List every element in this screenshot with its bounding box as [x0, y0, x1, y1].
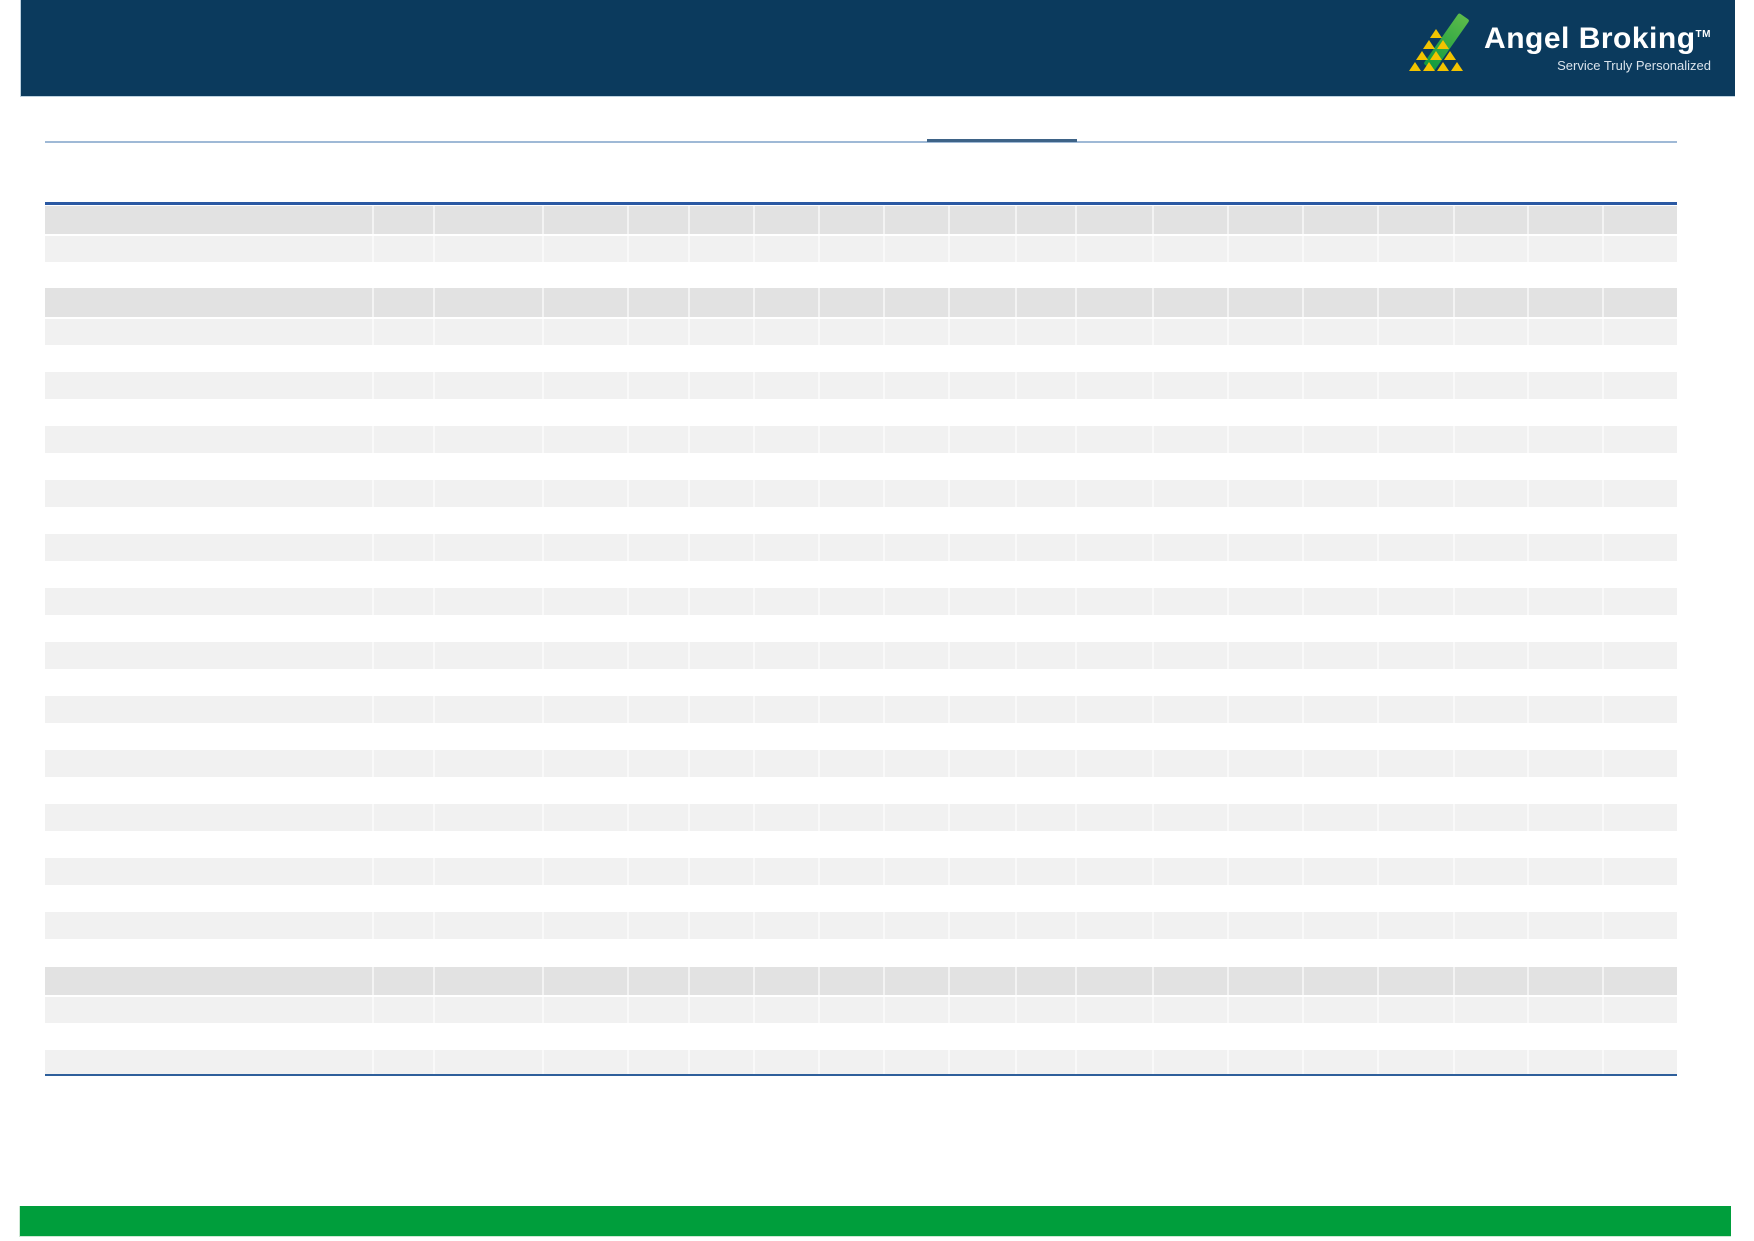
brand-name: Angel BrokingTM: [1484, 22, 1711, 55]
table-row: [45, 319, 1677, 345]
column-separator: [688, 205, 690, 1074]
table-row: [45, 426, 1677, 453]
table-row: [45, 288, 1677, 317]
header-divider-line: [45, 141, 1677, 143]
header-divider-accent: [927, 139, 1077, 142]
column-separator: [1227, 205, 1229, 1074]
trademark-symbol: TM: [1695, 29, 1711, 40]
column-separator: [1602, 205, 1604, 1074]
table-row: [45, 912, 1677, 939]
column-separator: [818, 205, 820, 1074]
table-row: [45, 588, 1677, 615]
column-separator: [627, 205, 629, 1074]
column-separator: [753, 205, 755, 1074]
column-separator: [1453, 205, 1455, 1074]
brand-tagline: Service Truly Personalized: [1557, 58, 1711, 73]
column-separator: [1527, 205, 1529, 1074]
table-row: [45, 534, 1677, 561]
data-table: [45, 0, 1677, 1241]
table-row: [45, 1050, 1677, 1074]
column-separator: [1152, 205, 1154, 1074]
table-bottom-border: [45, 1074, 1677, 1076]
angel-broking-logo: Angel BrokingTM Service Truly Personaliz…: [1409, 12, 1711, 76]
column-separator: [1377, 205, 1379, 1074]
table-row: [45, 372, 1677, 399]
column-separator: [372, 205, 374, 1074]
table-top-border: [45, 202, 1677, 205]
table-row: [45, 696, 1677, 723]
column-separator: [542, 205, 544, 1074]
table-row: [45, 642, 1677, 669]
table-row: [45, 236, 1677, 262]
header-bar: Angel BrokingTM Service Truly Personaliz…: [20, 0, 1735, 97]
column-separator: [1075, 205, 1077, 1074]
column-separator: [948, 205, 950, 1074]
table-row: [45, 206, 1677, 234]
table-row: [45, 967, 1677, 995]
table-row: [45, 750, 1677, 777]
column-separator: [1302, 205, 1304, 1074]
table-row: [45, 997, 1677, 1023]
table-row: [45, 858, 1677, 885]
footer-bar: [19, 1206, 1731, 1237]
table-row: [45, 480, 1677, 507]
table-row: [45, 804, 1677, 831]
column-separator: [433, 205, 435, 1074]
column-separator: [883, 205, 885, 1074]
logo-pyramid-icon: [1409, 12, 1474, 76]
column-separator: [1015, 205, 1017, 1074]
